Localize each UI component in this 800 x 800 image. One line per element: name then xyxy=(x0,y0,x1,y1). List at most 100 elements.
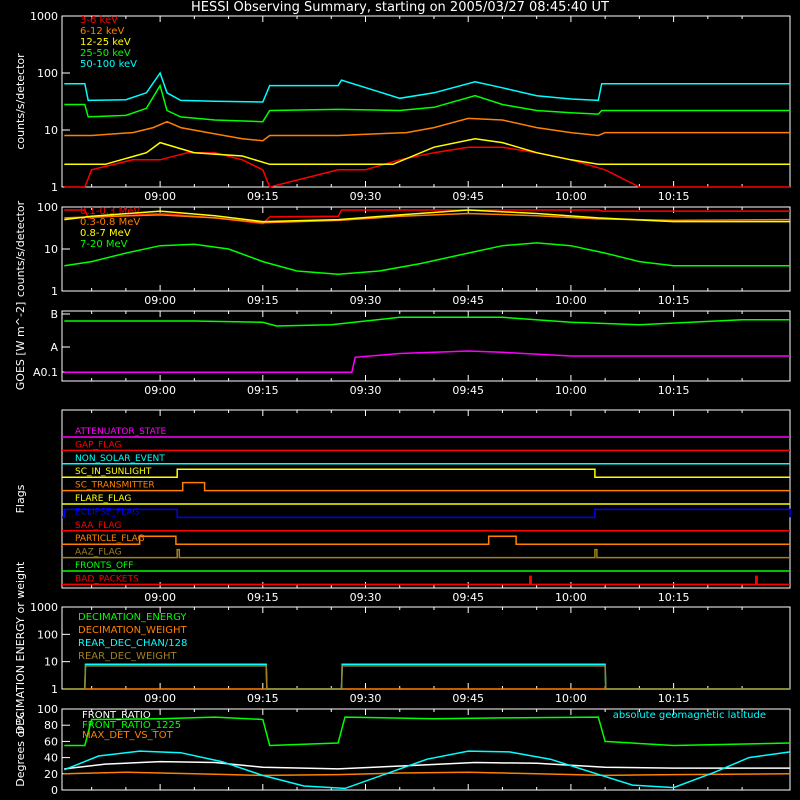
flag-label: SC_IN_SUNLIGHT xyxy=(75,467,152,477)
x-tick-label: 10:15 xyxy=(658,190,690,203)
y-tick-label: B xyxy=(50,308,58,321)
x-tick-label: 09:30 xyxy=(350,692,382,705)
x-tick-label: 10:00 xyxy=(555,190,587,203)
y-tick-label: A0.1 xyxy=(33,366,58,379)
series-line xyxy=(64,760,790,770)
legend-label: REAR_DEC_CHAN/128 xyxy=(78,638,187,649)
legend-label: 0.8-7 MeV xyxy=(80,228,131,239)
legend-label: 25-50 keV xyxy=(80,48,131,59)
x-tick-label: 10:15 xyxy=(658,294,690,307)
series-line xyxy=(64,146,790,188)
legend-label: 7-20 MeV xyxy=(80,239,128,250)
x-tick-label: 09:00 xyxy=(144,190,176,203)
series-line xyxy=(64,83,790,123)
series-line xyxy=(64,716,791,747)
x-tick-label: 09:30 xyxy=(350,384,382,397)
series-line xyxy=(64,663,790,690)
flag-label: ATTENUATOR_STATE xyxy=(75,427,167,437)
x-tick-label: 09:45 xyxy=(452,591,484,604)
y-tick-label: 60 xyxy=(44,735,58,748)
series-line xyxy=(64,316,790,327)
y-axis-label: counts/s/detector xyxy=(14,53,27,150)
x-tick-label: 09:30 xyxy=(350,591,382,604)
y-axis-label: DECIMATION ENERGY or weight xyxy=(14,561,27,734)
y-tick-label: 1 xyxy=(51,285,58,298)
flag-line xyxy=(62,468,790,478)
flag-line xyxy=(62,535,790,545)
legend-label: absolute geomagnetic latitude xyxy=(613,710,766,721)
y-axis-label: GOES [W m^-2] xyxy=(14,302,27,390)
x-tick-label: 09:15 xyxy=(247,692,279,705)
flag-label: BAD_PACKETS xyxy=(75,574,139,584)
legend-label: 50-100 keV xyxy=(80,59,137,70)
legend-label: 6-12 keV xyxy=(80,26,124,37)
x-tick-label: 09:30 xyxy=(350,294,382,307)
legend-label: FRONT_RATIO_1225 xyxy=(82,720,181,731)
y-axis-label: counts/s/detector xyxy=(14,200,27,297)
panel-frame xyxy=(61,708,791,791)
y-axis-label: Degrees or % xyxy=(14,712,27,786)
legend-label: 0.1-0.3 MeV xyxy=(80,206,140,217)
y-tick-label: 80 xyxy=(44,719,58,732)
y-tick-label: 1000 xyxy=(30,10,58,23)
y-tick-label: 10 xyxy=(44,124,58,137)
x-tick-label: 09:15 xyxy=(247,591,279,604)
flag-line xyxy=(62,575,790,586)
series-line xyxy=(64,750,791,790)
panel-frame xyxy=(61,409,791,589)
y-axis-label: Flags xyxy=(14,484,27,513)
x-tick-label: 09:45 xyxy=(452,384,484,397)
series-line xyxy=(64,209,790,223)
x-tick-label: 09:00 xyxy=(144,294,176,307)
flag-label: AAZ_FLAG xyxy=(75,548,122,558)
x-tick-label: 10:15 xyxy=(658,692,690,705)
flag-line xyxy=(62,481,790,492)
chart-title: HESSI Observing Summary, starting on 200… xyxy=(191,0,609,15)
flag-label: GAP_FLAG xyxy=(75,440,121,450)
y-tick-label: 40 xyxy=(44,752,58,765)
x-tick-label: 09:00 xyxy=(144,384,176,397)
y-tick-label: 100 xyxy=(37,703,58,716)
x-tick-label: 09:15 xyxy=(247,190,279,203)
flag-label: SC_TRANSMITTER xyxy=(75,481,155,491)
x-tick-label: 09:00 xyxy=(144,591,176,604)
flag-line xyxy=(62,508,791,519)
y-tick-label: 100 xyxy=(37,67,58,80)
y-tick-label: 10 xyxy=(44,243,58,256)
flag-label: PARTICLE_FLAG xyxy=(75,534,145,544)
x-tick-label: 10:15 xyxy=(658,384,690,397)
x-tick-label: 09:00 xyxy=(144,692,176,705)
x-tick-label: 10:15 xyxy=(658,591,690,604)
legend-label: FRONT_RATIO xyxy=(82,710,151,721)
series-line xyxy=(64,665,790,690)
series-line xyxy=(64,771,791,777)
x-tick-label: 09:15 xyxy=(247,384,279,397)
y-tick-label: 1 xyxy=(51,683,58,696)
legend-label: DECIMATION_ENERGY xyxy=(78,612,187,623)
y-tick-label: 1000 xyxy=(30,601,58,614)
y-tick-label: 100 xyxy=(37,201,58,214)
flag-label: FLARE_FLAG xyxy=(75,494,131,504)
series-line xyxy=(64,350,790,374)
x-tick-label: 09:30 xyxy=(350,190,382,203)
flag-label: SAA_FLAG xyxy=(75,521,121,531)
legend-label: 3-6 keV xyxy=(80,15,118,26)
legend-label: MAX_DET_VS_TOT xyxy=(82,730,174,741)
x-tick-label: 09:15 xyxy=(247,294,279,307)
legend-label: DECIMATION_WEIGHT xyxy=(78,625,187,636)
series-line xyxy=(64,71,790,103)
x-tick-label: 10:00 xyxy=(555,294,587,307)
x-tick-label: 10:00 xyxy=(555,591,587,604)
legend-label: 12-25 keV xyxy=(80,37,131,48)
series-line xyxy=(64,117,790,142)
flag-line xyxy=(62,548,790,559)
x-tick-label: 10:00 xyxy=(555,692,587,705)
legend-label: 0.3-0.8 MeV xyxy=(80,217,140,228)
y-tick-label: 100 xyxy=(37,628,58,641)
panel-frame xyxy=(61,206,791,292)
x-tick-label: 09:45 xyxy=(452,294,484,307)
flag-label: ECLIPSE_FLAG xyxy=(75,507,139,517)
panel-frame xyxy=(61,310,791,382)
y-tick-label: 0 xyxy=(51,784,58,797)
